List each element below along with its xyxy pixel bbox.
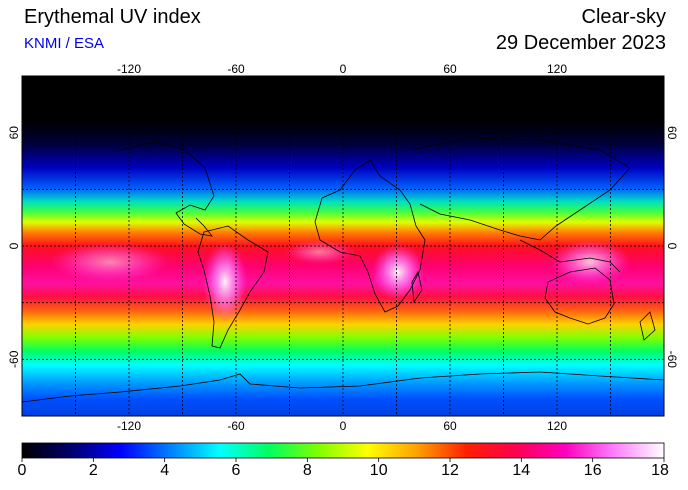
- colorbar-label: 0: [17, 462, 27, 479]
- colorbar-ticks: [21, 458, 665, 462]
- map-title: Erythemal UV index: [24, 6, 201, 28]
- coastline-asia: [409, 137, 631, 241]
- lon-tick-top: -120: [117, 62, 141, 76]
- coastline-australia: [544, 267, 615, 325]
- lon-tick-bottom: -120: [117, 419, 141, 433]
- lat-tick-left: 0: [7, 242, 21, 249]
- colorbar-label: 16: [583, 462, 602, 479]
- coastline-new-zealand: [639, 311, 656, 341]
- map-frame: [21, 75, 665, 417]
- lon-tick-bottom: 60: [443, 419, 457, 433]
- lon-tick-top: -60: [227, 62, 245, 76]
- colorbar-label: 2: [88, 462, 98, 479]
- lat-tick-right: 0: [665, 243, 679, 250]
- lon-tick-bottom: -60: [227, 419, 245, 433]
- colorbar-label: 12: [441, 462, 459, 479]
- colorbar-label: 8: [302, 462, 312, 479]
- credit-label: KNMI / ESA: [24, 35, 105, 52]
- lat-tick-left: -60: [7, 350, 21, 368]
- lat-tick-left: 60: [7, 126, 21, 140]
- graticule: [22, 76, 664, 416]
- colorbar-label: 4: [160, 462, 170, 479]
- lon-tick-top: 60: [443, 62, 457, 76]
- lat-tick-right: -60: [665, 351, 679, 369]
- colorbar-label: 14: [512, 462, 531, 479]
- coastline-north-america: [119, 141, 215, 237]
- lat-tick-right: 60: [665, 126, 679, 140]
- date-label: 29 December 2023: [495, 32, 666, 54]
- colorbar-label: 18: [651, 462, 669, 479]
- lon-tick-top: 0: [340, 62, 347, 76]
- coastline-antarctica: [22, 371, 664, 403]
- lon-tick-bottom: 0: [340, 419, 347, 433]
- sky-condition-label: Clear-sky: [581, 6, 666, 28]
- colorbar-label: 10: [369, 462, 388, 479]
- colorbar-label: 6: [231, 462, 241, 479]
- coastline-south-america: [197, 225, 269, 349]
- lon-tick-bottom: 120: [547, 419, 567, 433]
- coastlines: [22, 137, 664, 403]
- colorbar: [21, 442, 665, 459]
- lon-tick-top: 120: [547, 62, 567, 76]
- coastline-maritime-se-asia: [519, 239, 621, 273]
- coastline-madagascar: [411, 270, 423, 304]
